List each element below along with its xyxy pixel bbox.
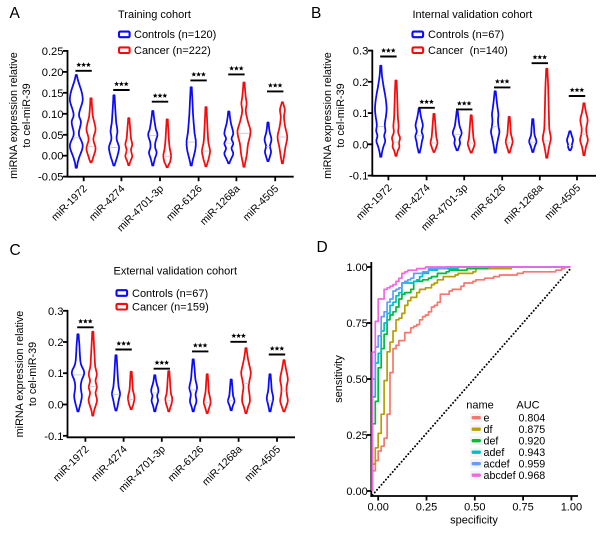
svg-text:0.943: 0.943 [519,447,546,459]
svg-text:0.25: 0.25 [42,46,64,58]
svg-text:0.875: 0.875 [519,424,546,436]
svg-text:Internal validation cohort: Internal validation cohort [413,9,533,21]
svg-text:0.50: 0.50 [464,501,485,513]
svg-text:0.3: 0.3 [353,46,369,58]
svg-text:miRNA expression relative: miRNA expression relative [322,52,334,179]
svg-text:0.0: 0.0 [48,400,64,412]
svg-text:0.2: 0.2 [353,77,369,89]
svg-text:0.75: 0.75 [512,501,533,513]
svg-text:Training cohort: Training cohort [118,9,191,21]
svg-text:abcdef: abcdef [484,470,516,482]
svg-text:Controls (n=67): Controls (n=67) [428,29,504,41]
svg-text:miRNA expression relative: miRNA expression relative [14,311,26,438]
svg-text:C: C [10,242,21,259]
svg-text:0.10: 0.10 [42,109,64,121]
svg-text:df: df [484,424,493,436]
svg-text:sensitivity: sensitivity [333,355,345,403]
svg-text:External validation cohort: External validation cohort [114,266,238,278]
svg-text:-0.1: -0.1 [44,431,63,443]
svg-text:0.3: 0.3 [48,306,64,318]
svg-text:0.75: 0.75 [346,318,367,330]
svg-text:0.2: 0.2 [48,337,64,349]
svg-text:AUC: AUC [516,400,539,412]
svg-text:0.25: 0.25 [346,430,367,442]
svg-text:specificity: specificity [450,515,498,527]
svg-text:B: B [311,5,321,22]
svg-text:0.1: 0.1 [48,368,64,380]
svg-text:0.00: 0.00 [346,486,367,498]
svg-text:0.1: 0.1 [353,108,369,120]
svg-text:0.804: 0.804 [519,413,546,425]
svg-text:0.15: 0.15 [42,88,64,100]
svg-text:adef: adef [484,447,505,459]
svg-text:0.20: 0.20 [42,67,64,79]
svg-text:name: name [466,400,494,412]
svg-text:0.25: 0.25 [416,501,437,513]
svg-text:Cancer (n=159): Cancer (n=159) [132,302,209,314]
svg-text:0.00: 0.00 [42,151,64,163]
svg-text:0.968: 0.968 [519,470,546,482]
svg-text:acdef: acdef [484,459,510,471]
svg-text:0.00: 0.00 [367,501,388,513]
svg-text:to cel-miR-39: to cel-miR-39 [335,83,347,147]
svg-text:0.50: 0.50 [346,374,367,386]
svg-text:0.0: 0.0 [353,139,369,151]
svg-text:0.05: 0.05 [42,130,64,142]
svg-text:D: D [317,239,328,256]
svg-text:-0.1: -0.1 [349,171,368,183]
svg-text:Controls (n=120): Controls (n=120) [134,29,216,41]
svg-text:1.00: 1.00 [561,501,582,513]
svg-text:Controls (n=67): Controls (n=67) [132,288,208,300]
svg-text:-0.05: -0.05 [38,172,64,184]
svg-text:1.00: 1.00 [346,262,367,274]
svg-text:to cel-miR-39: to cel-miR-39 [21,83,33,147]
svg-text:to cel-miR-39: to cel-miR-39 [27,342,39,406]
svg-text:Cancer (n=222): Cancer (n=222) [134,45,211,57]
svg-text:def: def [484,436,499,448]
svg-text:0.920: 0.920 [519,436,546,448]
svg-text:A: A [10,5,21,22]
svg-text:miRNA expression relative: miRNA expression relative [8,52,20,179]
svg-text:Cancer (n=140): Cancer (n=140) [428,45,508,57]
svg-text:e: e [484,413,490,425]
svg-text:0.959: 0.959 [519,459,546,471]
